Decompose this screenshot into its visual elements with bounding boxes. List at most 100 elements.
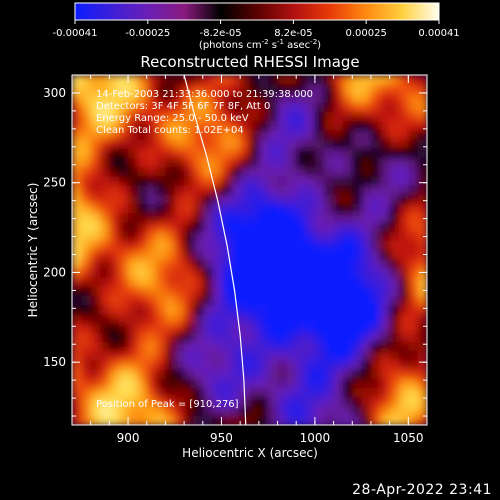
heatmap-cell (165, 360, 176, 371)
heatmap-cell (230, 342, 241, 352)
heatmap-cell (90, 388, 101, 398)
heatmap-cell (268, 286, 279, 297)
heatmap-cell (277, 84, 288, 95)
heatmap-cell (118, 250, 129, 260)
heatmap-cell (230, 121, 241, 131)
heatmap-cell (324, 397, 335, 408)
heatmap-cell (193, 111, 204, 122)
heatmap-cell (165, 342, 176, 352)
heatmap-cell (156, 342, 167, 352)
heatmap-cell (314, 415, 325, 425)
heatmap-cell (408, 406, 419, 417)
heatmap-cell (128, 75, 138, 85)
heatmap-cell (296, 305, 307, 316)
heatmap-cell (342, 250, 353, 260)
heatmap-cell (380, 130, 391, 141)
heatmap-cell (249, 93, 260, 104)
heatmap-cell (72, 388, 82, 398)
heatmap-cell (174, 167, 185, 177)
solar-limb-curve (183, 75, 247, 425)
heatmap-cell (109, 75, 120, 85)
heatmap-cell (137, 397, 148, 408)
heatmap-cell (156, 314, 167, 325)
heatmap-cell (389, 130, 400, 141)
heatmap-cell (118, 406, 129, 417)
heatmap-cell (370, 222, 381, 233)
heatmap-cell (380, 213, 391, 223)
heatmap-cell (118, 84, 129, 95)
heatmap-cell (212, 185, 223, 196)
heatmap-cell (352, 93, 363, 104)
heatmap-cell (137, 296, 148, 306)
heatmap-cell (277, 296, 288, 306)
heatmap-cell (268, 130, 279, 141)
heatmap-cell (380, 231, 391, 242)
heatmap-cell (221, 139, 232, 150)
heatmap-cell (398, 157, 409, 168)
heatmap-cell (230, 360, 241, 371)
y-axis-label: Heliocentric Y (arcsec) (26, 183, 40, 318)
heatmap-cell (118, 102, 129, 113)
heatmap-cell (72, 148, 82, 159)
heatmap-cell (408, 388, 419, 398)
heatmap-cell (118, 240, 129, 251)
heatmap-cell (389, 84, 400, 95)
heatmap-cell (137, 111, 148, 122)
heatmap-cell (72, 351, 82, 362)
heatmap-cell (408, 296, 419, 306)
heatmap-cell (417, 397, 427, 408)
heatmap-cell (333, 121, 344, 131)
heatmap-cell (230, 240, 241, 251)
heatmap-cell (370, 185, 381, 196)
heatmap-cell (324, 250, 335, 260)
heatmap-cell (277, 167, 288, 177)
heatmap-cell (249, 222, 260, 233)
heatmap-cell (352, 406, 363, 417)
heatmap-cell (212, 388, 223, 398)
heatmap-cell (137, 314, 148, 325)
heatmap-cell (72, 296, 82, 306)
heatmap-cell (314, 176, 325, 187)
heatmap-cell (249, 167, 260, 177)
heatmap-cell (342, 351, 353, 362)
heatmap-cell (109, 139, 120, 150)
heatmap-cell (305, 406, 316, 417)
heatmap-cell (361, 75, 372, 85)
heatmap-cell (370, 305, 381, 316)
heatmap-cell (286, 148, 297, 159)
heatmap-cell (221, 75, 232, 85)
heatmap-cell (174, 84, 185, 95)
heatmap-cell (314, 397, 325, 408)
heatmap-cell (146, 75, 157, 85)
heatmap-cell (417, 332, 427, 343)
heatmap-cell (202, 268, 213, 279)
heatmap-cell (408, 397, 419, 408)
heatmap-cell (184, 213, 195, 223)
heatmap-cell (258, 121, 269, 131)
heatmap-cell (296, 75, 307, 85)
heatmap-cell (202, 203, 213, 214)
heatmap-cell (342, 342, 353, 352)
heatmap-cell (109, 406, 120, 417)
heatmap-cell (277, 240, 288, 251)
heatmap-cell (212, 277, 223, 288)
heatmap-cell (370, 139, 381, 150)
heatmap-cell (221, 111, 232, 122)
heatmap-cell (352, 194, 363, 205)
heatmap-cell (408, 323, 419, 334)
heatmap-cell (174, 415, 185, 425)
heatmap-cell (361, 323, 372, 334)
heatmap-cell (361, 102, 372, 113)
heatmap-cell (305, 369, 316, 380)
heatmap-cell (352, 222, 363, 233)
heatmap-cell (230, 75, 241, 85)
heatmap-cell (240, 102, 251, 113)
heatmap-cell (286, 296, 297, 306)
heatmap-cell (230, 388, 241, 398)
heatmap-cell (249, 360, 260, 371)
annotation-detectors: Detectors: 3F 4F 5F 6F 7F 8F, Att 0 (96, 101, 270, 112)
heatmap-cell (361, 332, 372, 343)
heatmap-cell (333, 176, 344, 187)
heatmap-cell (370, 296, 381, 306)
heatmap-cell (286, 240, 297, 251)
